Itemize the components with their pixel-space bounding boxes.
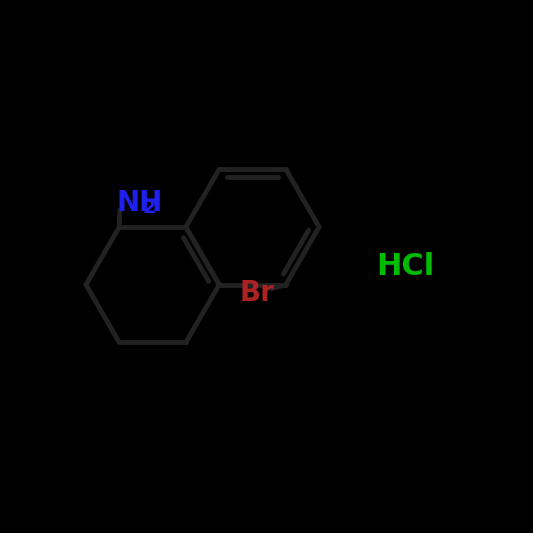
Text: Br: Br xyxy=(239,279,274,306)
Text: HCl: HCl xyxy=(376,252,434,281)
Text: NH: NH xyxy=(117,189,163,217)
Text: 2: 2 xyxy=(143,198,157,217)
